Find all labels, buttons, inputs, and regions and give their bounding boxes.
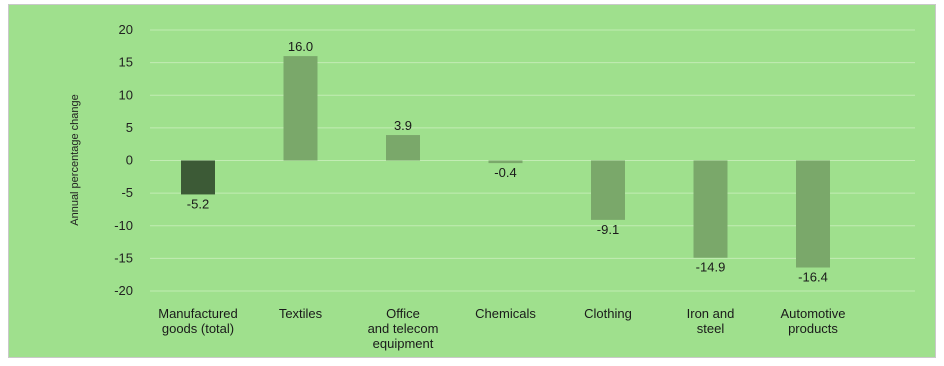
bar bbox=[796, 160, 830, 268]
category-label-line: and telecom bbox=[368, 321, 439, 336]
category-label-line: Clothing bbox=[584, 306, 632, 321]
category-label-line: Chemicals bbox=[475, 306, 536, 321]
data-label: -0.4 bbox=[494, 165, 516, 180]
bar bbox=[181, 160, 215, 195]
category-label: Manufactured goods (total) bbox=[158, 306, 238, 336]
y-tick-label: 5 bbox=[126, 120, 133, 135]
bar bbox=[488, 160, 523, 164]
category-label: Iron and steel bbox=[687, 306, 735, 336]
category-label-line: equipment bbox=[373, 336, 434, 351]
category-label-line: Automotive bbox=[780, 306, 845, 321]
category-label: Clothing bbox=[584, 306, 632, 321]
data-labels: -5.2 16.0 3.9 -0.4 -9.1 -14.9 -16.4 bbox=[187, 39, 828, 284]
y-tick-label: 15 bbox=[119, 55, 133, 70]
category-label-line: Iron and bbox=[687, 306, 735, 321]
y-tick-label: 0 bbox=[126, 153, 133, 168]
category-label-line: goods (total) bbox=[162, 321, 234, 336]
category-label: Textiles bbox=[279, 306, 323, 321]
bar bbox=[591, 160, 625, 220]
category-labels: Manufactured goods (total) Textiles Office a… bbox=[158, 306, 845, 351]
bar bbox=[386, 135, 420, 161]
bars bbox=[181, 56, 830, 268]
y-axis-title: Annual percentage change bbox=[69, 94, 81, 226]
data-label: -16.4 bbox=[798, 270, 828, 285]
category-label: Chemicals bbox=[475, 306, 536, 321]
data-label: -9.1 bbox=[597, 222, 619, 237]
bar bbox=[283, 56, 318, 161]
bar bbox=[693, 160, 728, 258]
category-label-line: Manufactured bbox=[158, 306, 238, 321]
y-axis-ticks: 20 15 10 5 0 -5 -10 -15 -20 bbox=[114, 22, 133, 298]
y-tick-label: -5 bbox=[121, 185, 133, 200]
data-label: 3.9 bbox=[394, 118, 412, 133]
data-label: -14.9 bbox=[696, 260, 726, 275]
data-label: -5.2 bbox=[187, 196, 209, 211]
y-tick-label: -10 bbox=[114, 218, 133, 233]
gridlines bbox=[150, 29, 915, 292]
y-tick-label: 20 bbox=[119, 22, 133, 37]
category-label: Office and telecom equipment bbox=[368, 306, 439, 351]
data-label: 16.0 bbox=[288, 39, 313, 54]
category-label: Automotive products bbox=[780, 306, 845, 336]
y-tick-label: -15 bbox=[114, 250, 133, 265]
category-label-line: steel bbox=[697, 321, 725, 336]
category-label-line: Textiles bbox=[279, 306, 323, 321]
category-label-line: Office bbox=[386, 306, 420, 321]
y-tick-label: 10 bbox=[119, 87, 133, 102]
category-label-line: products bbox=[788, 321, 838, 336]
y-tick-label: -20 bbox=[114, 283, 133, 298]
